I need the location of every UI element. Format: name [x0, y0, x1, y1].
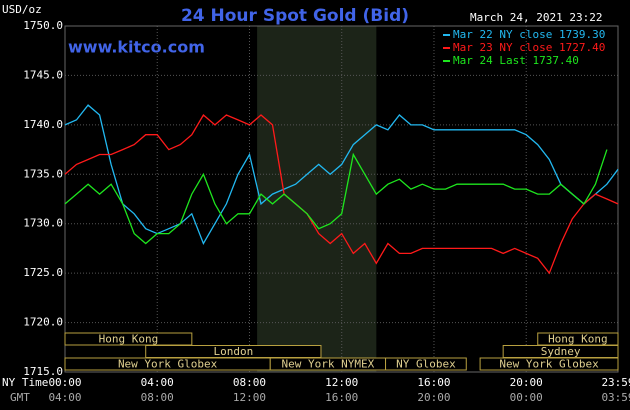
x2-tick-label: 03:59 [601, 391, 630, 404]
session-bar [64, 332, 193, 346]
x2-label: GMT [10, 391, 30, 404]
x-tick-label: 04:00 [141, 376, 174, 389]
series-line [64, 149, 608, 245]
session-label: New York Globex [118, 358, 218, 371]
x-tick-label: 00:00 [48, 376, 81, 389]
y-tick-label: 1720.0 [23, 316, 63, 329]
plot-border [64, 25, 619, 373]
y-tick-label: 1740.0 [23, 118, 63, 131]
x-label: NY Time [2, 376, 48, 389]
legend-label: Mar 23 NY close 1727.40 [453, 41, 605, 54]
session-bar [479, 357, 619, 371]
x-tick-label: 12:00 [325, 376, 358, 389]
session-bar [385, 357, 467, 371]
session-label: New York Globex [499, 358, 599, 371]
y-tick-label: 1750.0 [23, 19, 63, 32]
x2-tick-label: 04:00 [48, 391, 81, 404]
x-tick-label: 23:59 [601, 376, 630, 389]
x2-tick-label: 00:00 [510, 391, 543, 404]
y-tick-label: 1745.0 [23, 68, 63, 81]
session-label: Hong Kong [99, 333, 159, 346]
source: www.kitco.com [68, 38, 205, 57]
chart-title: 24 Hour Spot Gold (Bid) [181, 6, 409, 26]
y-label: USD/oz [2, 3, 42, 16]
session-label: London [213, 345, 253, 358]
y-tick-label: 1735.0 [23, 167, 63, 180]
session-label: NY Globex [396, 358, 456, 371]
y-tick-label: 1715.0 [23, 365, 63, 378]
shaded-region [257, 26, 377, 372]
x-tick-label: 08:00 [233, 376, 266, 389]
series-line [64, 113, 619, 275]
legend-label: Mar 24 Last 1737.40 [453, 54, 579, 67]
x2-tick-label: 20:00 [417, 391, 450, 404]
x-tick-label: 16:00 [417, 376, 450, 389]
x-tick-label: 20:00 [510, 376, 543, 389]
y-tick-label: 1730.0 [23, 217, 63, 230]
session-label: New York NYMEX [282, 358, 375, 371]
x2-tick-label: 08:00 [141, 391, 174, 404]
session-label: Hong Kong [548, 333, 608, 346]
y-tick-label: 1725.0 [23, 266, 63, 279]
x2-tick-label: 16:00 [325, 391, 358, 404]
legend-label: Mar 22 NY close 1739.30 [453, 28, 605, 41]
date: March 24, 2021 23:22 [470, 11, 602, 24]
x2-tick-label: 12:00 [233, 391, 266, 404]
session-label: Sydney [541, 345, 581, 358]
